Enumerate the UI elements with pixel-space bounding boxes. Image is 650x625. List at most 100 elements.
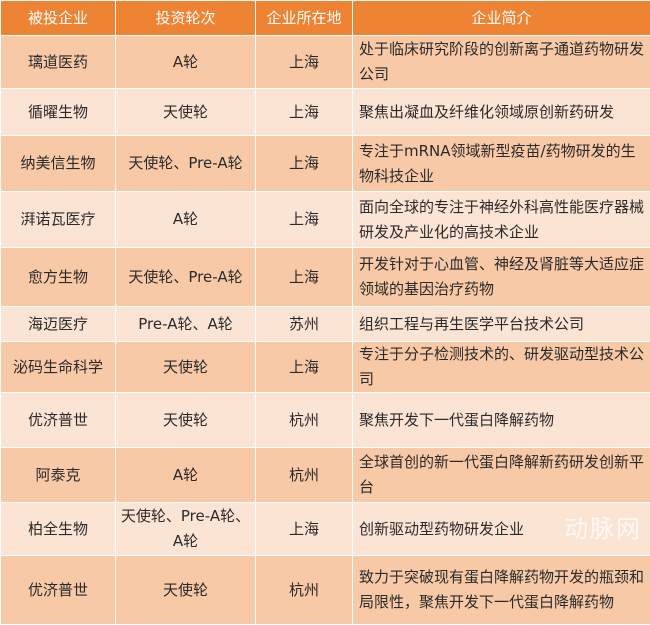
round-cell: A轮 bbox=[115, 191, 256, 248]
table-row: 循曜生物 天使轮 上海 聚焦出凝血及纤维化领域原创新药研发 bbox=[0, 88, 650, 136]
location-cell: 上海 bbox=[255, 341, 353, 393]
table-row: 阿泰克 A轮 杭州 全球首创的新一代蛋白降解新药研发创新平台 bbox=[0, 447, 650, 503]
round-cell-text: 天使轮、Pre-A轮 bbox=[128, 267, 243, 286]
company-cell-text: 优济普世 bbox=[27, 410, 88, 429]
intro-cell: 专注于分子检测技术的、研发驱动型技术公司 bbox=[352, 341, 650, 393]
round-cell: 天使轮、Pre-A轮 bbox=[115, 135, 256, 192]
company-cell-text: 湃诺瓦医疗 bbox=[20, 210, 96, 228]
header-intro: 企业简介 bbox=[352, 0, 650, 36]
company-cell-text: 循曜生物 bbox=[27, 102, 88, 121]
location-cell-text: 上海 bbox=[288, 267, 319, 286]
round-cell: Pre-A轮、A轮 bbox=[115, 306, 256, 342]
round-cell-text: A轮 bbox=[172, 210, 199, 228]
intro-cell: 面向全球的专注于神经外科高性能医疗器械研发及产业化的高技术企业 bbox=[352, 191, 650, 248]
location-cell: 上海 bbox=[255, 135, 353, 192]
location-cell: 杭州 bbox=[255, 392, 353, 448]
company-cell: 海迈医疗 bbox=[0, 306, 116, 342]
company-cell-text: 泌码生命科学 bbox=[12, 357, 103, 376]
location-cell: 杭州 bbox=[255, 447, 353, 503]
round-cell: A轮 bbox=[115, 447, 256, 503]
intro-cell-text: 专注于mRNA领域新型疫苗/药物研发的生物科技企业 bbox=[359, 141, 636, 185]
intro-cell-text: 组织工程与再生医学平台技术公司 bbox=[359, 314, 585, 333]
location-cell-text: 上海 bbox=[288, 519, 319, 538]
company-cell-text: 海迈医疗 bbox=[27, 314, 88, 333]
location-cell-text: 上海 bbox=[288, 357, 319, 376]
company-cell: 璃道医药 bbox=[0, 35, 116, 89]
round-cell-text: 天使轮 bbox=[162, 580, 208, 599]
intro-cell-text: 致力于突破现有蛋白降解药物开发的瓶颈和局限性，聚焦开发下一代蛋白降解药物 bbox=[359, 568, 645, 611]
table-row: 优济普世 天使轮 杭州 聚焦开发下一代蛋白降解药物 bbox=[0, 392, 650, 448]
round-cell: 天使轮、Pre-A轮 bbox=[115, 247, 256, 307]
company-cell-text: 优济普世 bbox=[27, 580, 88, 599]
company-cell: 泌码生命科学 bbox=[0, 341, 116, 393]
intro-cell: 开发针对于心血管、神经及肾脏等大适应症领域的基因治疗药物 bbox=[352, 247, 650, 307]
round-cell-text: 天使轮 bbox=[162, 102, 208, 121]
header-round: 投资轮次 bbox=[115, 0, 256, 36]
company-cell-text: 阿泰克 bbox=[35, 465, 81, 484]
location-cell-text: 上海 bbox=[288, 102, 319, 121]
company-cell-text: 璃道医药 bbox=[27, 52, 88, 71]
company-cell: 阿泰克 bbox=[0, 447, 116, 503]
intro-cell-text: 创新驱动型药物研发企业 bbox=[359, 519, 525, 538]
intro-cell-text: 聚焦开发下一代蛋白降解药物 bbox=[359, 410, 555, 429]
table-row: 湃诺瓦医疗 A轮 上海 面向全球的专注于神经外科高性能医疗器械研发及产业化的高技术企业 bbox=[0, 191, 650, 248]
round-cell: 天使轮 bbox=[115, 392, 256, 448]
intro-cell: 聚焦出凝血及纤维化领域原创新药研发 bbox=[352, 88, 650, 136]
location-cell: 杭州 bbox=[255, 555, 353, 625]
location-cell: 上海 bbox=[255, 35, 353, 89]
company-cell-text: 柏全生物 bbox=[27, 519, 88, 538]
intro-cell: 处于临床研究阶段的创新离子通道药物研发公司 bbox=[352, 35, 650, 89]
round-cell: 天使轮 bbox=[115, 88, 256, 136]
location-cell: 苏州 bbox=[255, 306, 353, 342]
intro-cell-text: 面向全球的专注于神经外科高性能医疗器械研发及产业化的高技术企业 bbox=[359, 197, 645, 241]
round-cell-text: Pre-A轮、A轮 bbox=[138, 314, 233, 333]
company-cell: 循曜生物 bbox=[0, 88, 116, 136]
location-cell-text: 杭州 bbox=[288, 580, 319, 599]
round-cell: 天使轮 bbox=[115, 341, 256, 393]
round-cell-text: 天使轮 bbox=[162, 410, 208, 429]
round-cell-text: A轮 bbox=[172, 52, 199, 71]
round-cell-text: A轮 bbox=[172, 465, 199, 484]
company-cell: 湃诺瓦医疗 bbox=[0, 191, 116, 248]
intro-cell: 专注于mRNA领域新型疫苗/药物研发的生物科技企业 bbox=[352, 135, 650, 192]
watermark: 动脉网 bbox=[564, 515, 642, 543]
company-cell: 愈方生物 bbox=[0, 247, 116, 307]
table-row: 愈方生物 天使轮、Pre-A轮 上海 开发针对于心血管、神经及肾脏等大适应症领域的基因… bbox=[0, 247, 650, 307]
round-cell: 天使轮 bbox=[115, 555, 256, 625]
location-cell-text: 上海 bbox=[288, 52, 319, 71]
table-row: 泌码生命科学 天使轮 上海 专注于分子检测技术的、研发驱动型技术公司 bbox=[0, 341, 650, 393]
location-cell-text: 杭州 bbox=[288, 465, 319, 484]
round-cell-text: 天使轮、Pre-A轮 bbox=[128, 154, 243, 172]
location-cell: 上海 bbox=[255, 247, 353, 307]
intro-cell-text: 开发针对于心血管、神经及肾脏等大适应症领域的基因治疗药物 bbox=[359, 255, 645, 298]
header-location: 企业所在地 bbox=[255, 0, 353, 36]
location-cell: 上海 bbox=[255, 502, 353, 556]
header-company: 被投企业 bbox=[0, 0, 116, 36]
round-cell-text: 天使轮、Pre-A轮、A轮 bbox=[120, 507, 251, 550]
company-cell: 优济普世 bbox=[0, 392, 116, 448]
company-cell-text: 纳美信生物 bbox=[20, 154, 96, 172]
company-cell-text: 愈方生物 bbox=[27, 267, 88, 286]
company-cell: 柏全生物 bbox=[0, 502, 116, 556]
intro-cell-text: 专注于分子检测技术的、研发驱动型技术公司 bbox=[359, 345, 645, 388]
location-cell-text: 杭州 bbox=[288, 410, 319, 429]
table-row: 纳美信生物 天使轮、Pre-A轮 上海 专注于mRNA领域新型疫苗/药物研发的生物科技… bbox=[0, 135, 650, 192]
table-row: 优济普世 天使轮 杭州 致力于突破现有蛋白降解药物开发的瓶颈和局限性，聚焦开发下一代蛋… bbox=[0, 555, 650, 625]
company-cell: 纳美信生物 bbox=[0, 135, 116, 192]
table-row: 柏全生物 天使轮、Pre-A轮、A轮 上海 创新驱动型药物研发企业 动脉网 bbox=[0, 502, 650, 556]
intro-cell: 创新驱动型药物研发企业 动脉网 bbox=[352, 502, 650, 556]
company-cell: 优济普世 bbox=[0, 555, 116, 625]
round-cell: 天使轮、Pre-A轮、A轮 bbox=[115, 502, 256, 556]
location-cell-text: 苏州 bbox=[288, 314, 319, 333]
table-row: 璃道医药 A轮 上海 处于临床研究阶段的创新离子通道药物研发公司 bbox=[0, 35, 650, 89]
intro-cell-text: 全球首创的新一代蛋白降解新药研发创新平台 bbox=[359, 453, 645, 496]
intro-cell: 全球首创的新一代蛋白降解新药研发创新平台 bbox=[352, 447, 650, 503]
table-row: 海迈医疗 Pre-A轮、A轮 苏州 组织工程与再生医学平台技术公司 bbox=[0, 306, 650, 342]
header-row: 被投企业 投资轮次 企业所在地 企业简介 bbox=[0, 0, 650, 36]
intro-cell-text: 处于临床研究阶段的创新离子通道药物研发公司 bbox=[359, 40, 645, 83]
round-cell-text: 天使轮 bbox=[162, 357, 208, 376]
round-cell: A轮 bbox=[115, 35, 256, 89]
location-cell-text: 上海 bbox=[288, 154, 319, 172]
location-cell: 上海 bbox=[255, 191, 353, 248]
